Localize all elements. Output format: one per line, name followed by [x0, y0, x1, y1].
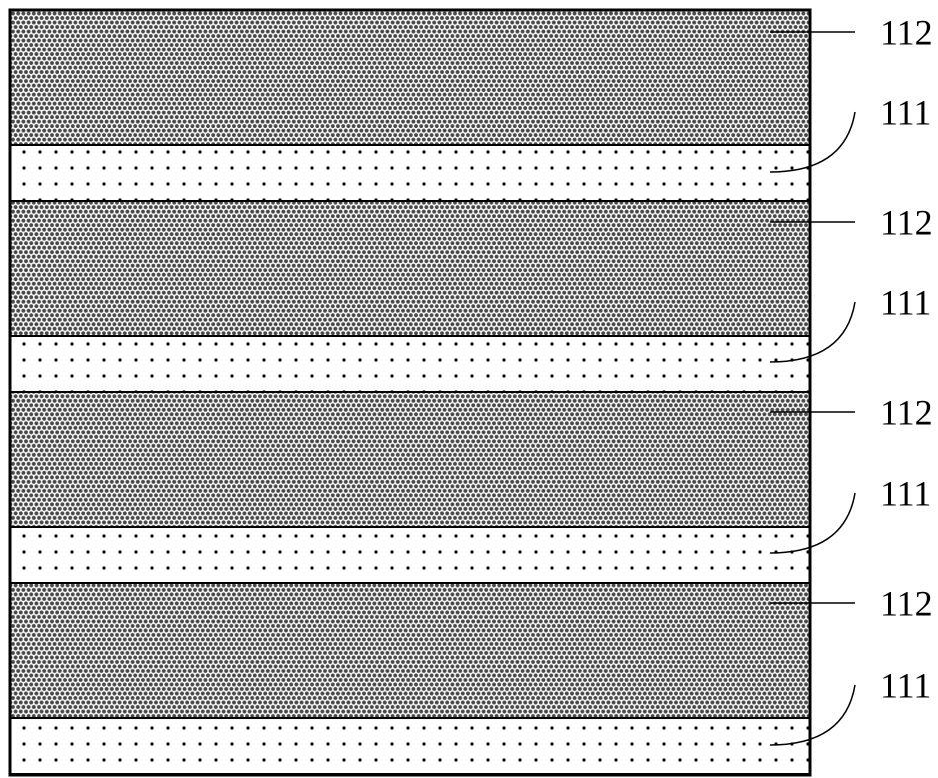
layer-111 [10, 336, 810, 392]
layer-stack-diagram: 112 111 112 111 112 111 112 111 [0, 0, 938, 778]
layer-112 [10, 392, 810, 527]
layer-111 [10, 718, 810, 774]
layer-label: 112 [880, 584, 933, 624]
layer-label: 111 [880, 666, 931, 706]
layer-label: 112 [880, 393, 933, 433]
layer-112 [10, 201, 810, 336]
layer-label: 111 [880, 283, 931, 323]
layer-label: 111 [880, 474, 931, 514]
layer-label: 112 [880, 203, 933, 243]
layer-111 [10, 527, 810, 583]
layer-112 [10, 583, 810, 718]
layer-112 [10, 10, 810, 145]
layer-111 [10, 145, 810, 201]
layer-label: 111 [880, 93, 931, 133]
layer-label: 112 [880, 13, 933, 53]
